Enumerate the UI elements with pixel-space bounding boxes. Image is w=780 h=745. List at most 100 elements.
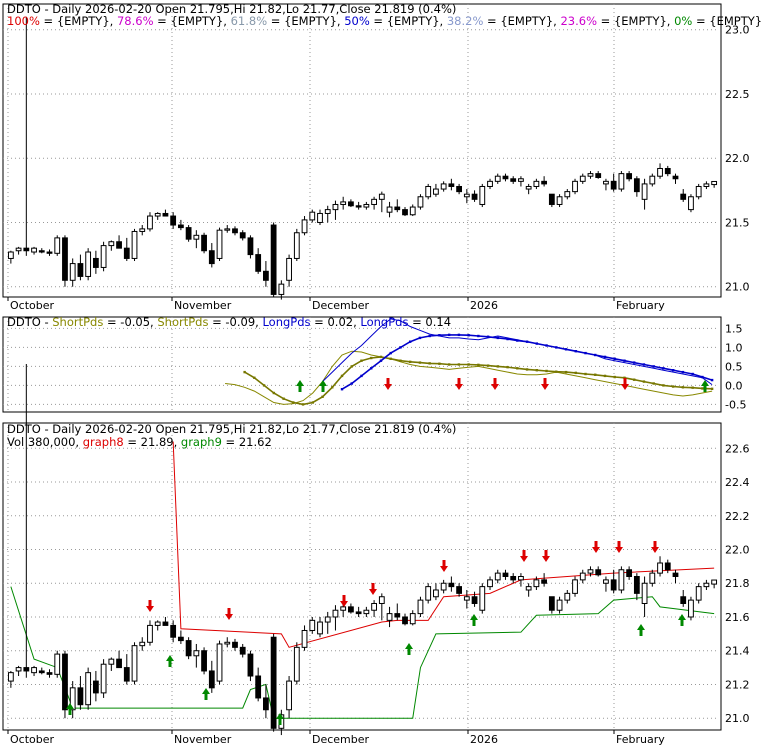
candle-body [548, 596, 555, 611]
short-pds-line-2-point [623, 376, 626, 379]
candle-body [440, 183, 447, 190]
candle-body [177, 224, 184, 229]
candle-body [239, 646, 246, 655]
y-tick-label: 22.4 [725, 476, 750, 489]
candle-body [355, 205, 362, 208]
candle-body [633, 178, 640, 193]
candle-body [340, 201, 347, 205]
legend-label: LongPds [360, 315, 408, 329]
short-pds-line-2-point [311, 401, 314, 404]
candle-body [409, 613, 416, 625]
y-tick-label: -0.5 [725, 398, 746, 411]
candle-body [31, 667, 37, 674]
candle-body [518, 576, 524, 581]
candle-body [348, 606, 354, 613]
long-pds-line-2-point [555, 346, 558, 349]
candle-body [23, 667, 30, 672]
legend-label: DDTO - Daily 2026-02-20 Open 21.795,Hi 2… [7, 422, 456, 436]
short-pds-line-2-point [545, 369, 548, 373]
volume-stops-panel: 22.6 22.4 22.2 22.0 21.8 21.6 21.4 21.2 21.0 Octo… [2, 363, 750, 745]
short-pds-line-2-point [389, 357, 392, 360]
sell-arrow [440, 560, 448, 572]
candle-body [38, 250, 45, 253]
candle-body [494, 572, 501, 581]
candle-body [54, 653, 61, 675]
short-pds-line-2-point [399, 359, 402, 362]
long-pds-line-2-point [379, 359, 383, 362]
candle-body [425, 586, 432, 601]
short-pds-line-2-point [506, 365, 509, 369]
candle-body [293, 646, 300, 682]
legend-value: , [75, 435, 82, 449]
candle-body [162, 212, 169, 217]
buy-arrow [405, 643, 413, 655]
short-pds-line-2-point [360, 359, 363, 362]
candle-body [456, 185, 462, 193]
short-pds-line-2-point [243, 370, 246, 374]
candle-body [378, 596, 385, 604]
candle-body [69, 263, 76, 281]
candle-body [502, 175, 509, 180]
long-pds-line-2-point [457, 333, 461, 337]
candle-body [564, 191, 571, 198]
buy-arrow [166, 655, 174, 667]
legend-value: = 0.02, [311, 315, 361, 329]
candle-body [116, 658, 122, 669]
candle-body [572, 579, 578, 594]
legend-value: = {EMPTY}, [154, 14, 231, 28]
candle-body [448, 183, 455, 187]
candle-body [363, 203, 370, 208]
candle-body [386, 613, 393, 621]
x-tick-label: 2026 [470, 733, 498, 745]
sell-arrow [225, 608, 233, 620]
legend-label: 78.6% [117, 14, 154, 28]
long-pds-line-2-point [564, 348, 568, 351]
x-tick-label: February [616, 299, 665, 312]
candle-body [610, 579, 617, 591]
y-tick-label: 21.0 [725, 712, 750, 725]
sell-arrow [491, 378, 499, 390]
short-pds-line-2-point [574, 371, 577, 375]
candle-body [502, 572, 509, 578]
sell-arrow [384, 378, 392, 390]
candle-body [394, 206, 401, 211]
candle-body [603, 180, 609, 185]
candle-body [147, 215, 153, 230]
candle-body [479, 586, 486, 611]
candle-body [154, 621, 161, 626]
candle-body [270, 636, 277, 729]
long-pds-line-2-point [389, 351, 392, 355]
sell-arrow [615, 541, 623, 553]
candle-body [355, 611, 362, 615]
long-pds-line-2-point [496, 336, 500, 340]
candle-body [324, 209, 331, 214]
candle-body [471, 193, 478, 200]
candle-body [402, 616, 408, 625]
x-tick-label: October [10, 299, 54, 312]
short-pds-line-2-point [331, 386, 334, 389]
buy-arrow [296, 380, 304, 392]
candle-body [579, 572, 586, 581]
oscillator-panel: 1.5 1.0 0.5 0.0 -0.5 DDTO - ShortPds = -0.05,… [2, 315, 746, 413]
short-pds-line-2-point [535, 369, 539, 372]
candle-body [177, 636, 184, 642]
legend-label: 0% [674, 14, 692, 28]
candle-body [626, 173, 633, 180]
y-tick-label: 21.8 [725, 577, 750, 590]
chart-title-lower: DDTO - Daily 2026-02-20 Open 21.795,Hi 2… [7, 422, 456, 436]
candle-body [54, 237, 61, 254]
short-pds-line-2-point [496, 365, 500, 368]
candle-body [564, 592, 571, 601]
long-pds-line-2-point [506, 337, 509, 341]
x-tick-label: February [616, 733, 665, 745]
candle-body [123, 247, 130, 259]
candle-body [162, 621, 169, 626]
price-panel: 21.0 21.5 22.0 22.5 23.0 October November Decem… [2, 2, 762, 312]
candle-body [402, 209, 408, 216]
long-pds-line-2-point [360, 374, 363, 378]
y-tick-label: 1.5 [725, 322, 743, 335]
long-pds-line-2-point [633, 361, 636, 364]
candle-body [371, 602, 377, 611]
long-pds-line-2-point [603, 355, 607, 359]
candle-body [216, 643, 223, 682]
